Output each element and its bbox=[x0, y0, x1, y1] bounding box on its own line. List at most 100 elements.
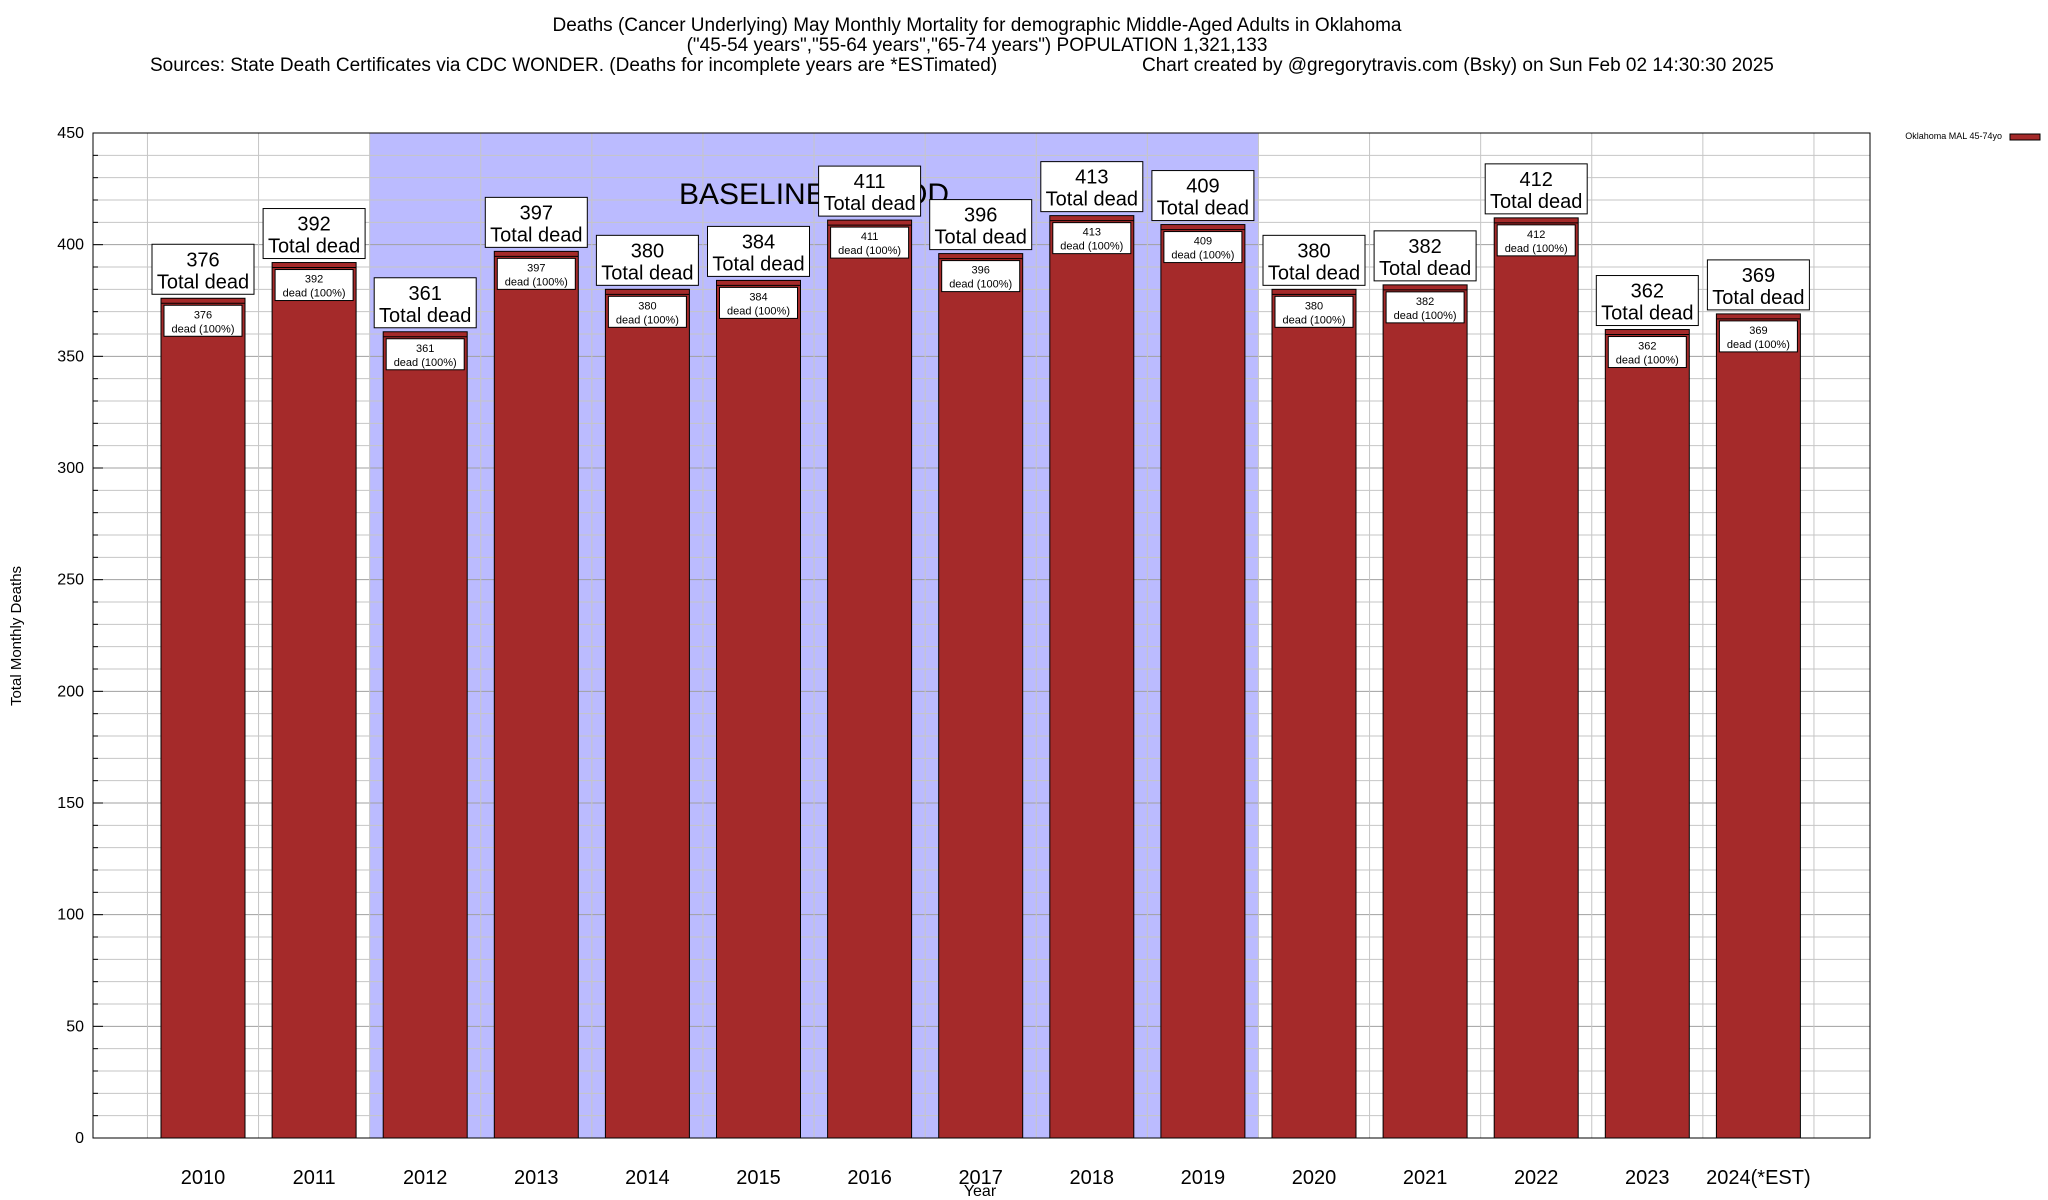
inner-label-box bbox=[496, 257, 576, 290]
bar-fill bbox=[1160, 224, 1246, 1139]
total-label-value: 362 bbox=[1631, 281, 1664, 303]
inner-label-value: 361 bbox=[416, 343, 434, 355]
inner-label-2012: 361 dead (100%) bbox=[385, 338, 465, 371]
inner-label-value: 397 bbox=[527, 262, 545, 274]
y-tick-label: 100 bbox=[57, 907, 84, 924]
x-tick-label: 2013 bbox=[514, 1167, 559, 1189]
inner-label-2023: 362 dead (100%) bbox=[1607, 336, 1687, 369]
chart-title-line-2: ("45-54 years","55-64 years","65-74 year… bbox=[687, 35, 1268, 56]
legend: Oklahoma MAL 45-74yo bbox=[1905, 131, 2041, 141]
inner-label-box bbox=[1718, 320, 1798, 353]
inner-label-text: dead (100%) bbox=[616, 314, 679, 326]
inner-label-box bbox=[274, 269, 354, 302]
inner-label-text: dead (100%) bbox=[172, 323, 235, 335]
total-label-text: Total dead bbox=[490, 224, 582, 246]
total-label-value: 397 bbox=[520, 202, 553, 224]
chart-header: Deaths (Cancer Underlying) May Monthly M… bbox=[150, 15, 1774, 76]
y-tick-label: 0 bbox=[75, 1130, 84, 1147]
bar-fill bbox=[604, 288, 690, 1139]
bar-fill bbox=[1715, 313, 1801, 1139]
inner-label-2022: 412 dead (100%) bbox=[1496, 224, 1576, 257]
total-label-value: 376 bbox=[186, 249, 219, 271]
inner-label-text: dead (100%) bbox=[394, 357, 457, 369]
total-label-value: 382 bbox=[1408, 236, 1441, 258]
inner-label-box bbox=[1052, 222, 1132, 255]
inner-label-2017: 396 dead (100%) bbox=[941, 260, 1021, 293]
total-label-box bbox=[1040, 161, 1144, 213]
inner-label-value: 384 bbox=[749, 291, 767, 303]
inner-label-value: 412 bbox=[1527, 229, 1545, 241]
inner-label-2011: 392 dead (100%) bbox=[274, 269, 354, 302]
bar-2021 bbox=[1382, 284, 1468, 1139]
inner-label-value: 413 bbox=[1083, 227, 1101, 239]
total-label-value: 369 bbox=[1742, 265, 1775, 287]
inner-label-text: dead (100%) bbox=[727, 305, 790, 317]
bar-fill bbox=[1382, 284, 1468, 1139]
total-label-box bbox=[484, 196, 588, 248]
inner-label-2015: 384 dead (100%) bbox=[719, 286, 798, 319]
y-tick-label: 400 bbox=[57, 237, 84, 254]
total-label-value: 384 bbox=[742, 231, 775, 253]
total-label-text: Total dead bbox=[1379, 258, 1471, 280]
chart-credit: Chart created by @gregorytravis.com (Bsk… bbox=[1142, 55, 1774, 76]
inner-label-text: dead (100%) bbox=[1505, 243, 1568, 255]
bar-fill bbox=[1049, 215, 1135, 1139]
y-tick-label: 150 bbox=[57, 795, 84, 812]
y-axis-ticks: 0 50 100 150 200 250 300 350 400 450 bbox=[57, 125, 103, 1147]
inner-label-text: dead (100%) bbox=[838, 245, 901, 257]
total-label-value: 380 bbox=[1297, 240, 1330, 262]
bar-fill bbox=[493, 250, 579, 1139]
total-label-box bbox=[707, 225, 810, 277]
total-label-text: Total dead bbox=[1268, 262, 1360, 284]
bar-2014 bbox=[604, 288, 690, 1139]
bar-2011 bbox=[271, 262, 357, 1139]
inner-label-2014: 380 dead (100%) bbox=[607, 295, 687, 328]
inner-label-2013: 397 dead (100%) bbox=[496, 257, 576, 290]
inner-label-text: dead (100%) bbox=[505, 276, 568, 288]
bars bbox=[160, 215, 1801, 1139]
x-tick-label: 2012 bbox=[403, 1167, 448, 1189]
total-label-value: 411 bbox=[854, 171, 886, 193]
inner-label-box bbox=[163, 304, 243, 337]
inner-label-text: dead (100%) bbox=[1616, 355, 1679, 367]
total-label-text: Total dead bbox=[379, 305, 471, 327]
total-label-value: 380 bbox=[631, 240, 664, 262]
total-label-box bbox=[1373, 230, 1477, 282]
inner-label-box bbox=[1607, 336, 1687, 369]
inner-label-text: dead (100%) bbox=[949, 279, 1012, 291]
x-tick-label: 2019 bbox=[1181, 1167, 1226, 1189]
inner-label-box bbox=[719, 286, 798, 319]
x-axis-ticks: 2010 2011 2012 2013 2014 2015 2016 2017 2018 2019… bbox=[181, 1167, 1811, 1189]
total-label-text: Total dead bbox=[935, 227, 1027, 249]
inner-label-2020: 380 dead (100%) bbox=[1274, 295, 1354, 328]
inner-label-box bbox=[941, 260, 1021, 293]
total-label-value: 413 bbox=[1075, 167, 1108, 189]
inner-label-text: dead (100%) bbox=[1394, 310, 1457, 322]
inner-label-2010: 376 dead (100%) bbox=[163, 304, 243, 337]
y-tick-label: 250 bbox=[57, 572, 84, 589]
inner-label-value: 362 bbox=[1638, 341, 1656, 353]
x-tick-label: 2024(*EST) bbox=[1706, 1167, 1811, 1189]
bar-2012 bbox=[382, 331, 468, 1139]
y-tick-label: 300 bbox=[57, 460, 84, 477]
bar-fill bbox=[938, 253, 1024, 1139]
total-label-text: Total dead bbox=[1157, 198, 1249, 220]
total-label-box bbox=[1262, 234, 1366, 286]
y-tick-label: 350 bbox=[57, 348, 84, 365]
x-tick-label: 2023 bbox=[1625, 1167, 1670, 1189]
inner-label-box bbox=[385, 338, 465, 371]
inner-label-value: 409 bbox=[1194, 236, 1212, 248]
inner-label-value: 380 bbox=[1305, 300, 1323, 312]
total-label-box bbox=[929, 199, 1033, 251]
y-tick-label: 200 bbox=[57, 683, 84, 700]
total-label-box bbox=[818, 165, 922, 217]
bar-2023 bbox=[1604, 329, 1690, 1139]
